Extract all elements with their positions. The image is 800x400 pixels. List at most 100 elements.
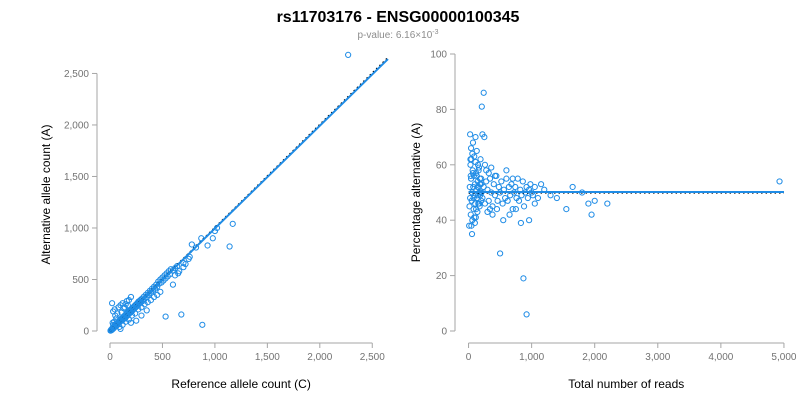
data-point [509,175,516,182]
x-tick-label: 1,500 [255,352,280,363]
data-point [470,194,477,202]
data-point [569,183,576,191]
data-point [467,211,474,218]
data-point [509,206,516,213]
data-point [491,172,499,179]
data-point [138,304,145,311]
data-point [515,197,523,204]
data-point [588,211,595,218]
data-point [124,302,131,309]
data-point [506,211,513,218]
data-point [477,156,484,163]
y-tick-label: 100 [430,50,447,61]
data-point [109,319,116,326]
y-tick-label: 1,500 [64,172,89,183]
y-tick-label: 20 [436,271,448,282]
data-point [169,281,177,288]
data-point [466,222,473,229]
data-point [162,313,169,320]
data-point [469,150,476,157]
y-tick-label: 60 [436,160,448,171]
data-point [108,300,116,307]
x-axis-label: Total number of reads [568,377,684,391]
data-point [176,268,183,275]
data-point [563,206,570,213]
data-point [585,200,592,207]
data-point [209,235,216,242]
data-point [204,242,211,249]
data-point [473,206,480,213]
data-point [490,181,497,188]
data-point [481,161,489,168]
data-point [133,317,140,324]
data-point [499,200,506,207]
data-point [132,310,139,317]
data-point [486,175,494,182]
data-point [531,200,538,207]
y-tick-label: 40 [436,216,448,227]
data-point [466,203,473,210]
data-point [478,175,485,182]
data-point [526,217,533,224]
data-point [500,217,507,224]
data-point [481,134,488,141]
data-point [473,172,480,179]
data-point [157,288,164,295]
x-tick-label: 2,000 [582,352,607,363]
data-point [478,103,485,110]
data-point [174,262,181,270]
y-tick-label: 80 [436,105,448,116]
data-point [489,211,496,218]
data-point [776,178,783,185]
data-point [127,319,135,326]
subtitle-prefix: p-value: 6.16×10 [357,30,432,41]
y-tick-label: 1,000 [64,223,89,234]
subtitle-exponent: -3 [432,29,438,36]
data-point [503,167,510,174]
data-point [494,197,501,204]
data-point [517,219,525,227]
x-tick-label: 2,000 [307,352,332,363]
data-point [127,293,135,301]
y-axis-label: Alternative allele count (A) [39,124,53,264]
data-point [503,175,510,182]
data-point [512,183,519,191]
data-point [475,164,483,171]
data-point [495,183,502,191]
data-point [514,175,521,182]
data-point [226,243,233,250]
data-point [178,311,185,318]
y-tick-label: 2,000 [64,120,89,131]
data-point [469,139,477,146]
x-tick-label: 3,000 [645,352,670,363]
data-point [475,167,482,174]
chart-title: rs11703176 - ENSG00000100345 [277,9,520,26]
data-point [117,325,124,333]
data-point [531,183,538,191]
x-tick-label: 4,000 [708,352,733,363]
data-point [138,312,145,319]
x-tick-label: 1,000 [519,352,544,363]
data-point [591,197,598,204]
scatter-points [107,51,352,334]
data-point [524,194,531,202]
data-point [467,161,474,168]
data-point [604,200,611,207]
data-point [188,241,195,248]
data-point [466,183,473,191]
data-point [147,296,155,304]
y-tick-label: 2,500 [64,69,89,80]
data-point [553,194,560,202]
data-point [229,220,236,227]
data-point [486,206,494,213]
data-point [473,147,480,155]
data-point [171,272,179,279]
data-point [154,291,161,299]
data-point [523,311,530,318]
x-axis-label: Reference allele count (C) [171,377,310,391]
data-point [467,156,474,163]
x-tick-label: 0 [466,352,472,363]
data-point [527,181,534,188]
y-tick-label: 0 [83,327,89,338]
